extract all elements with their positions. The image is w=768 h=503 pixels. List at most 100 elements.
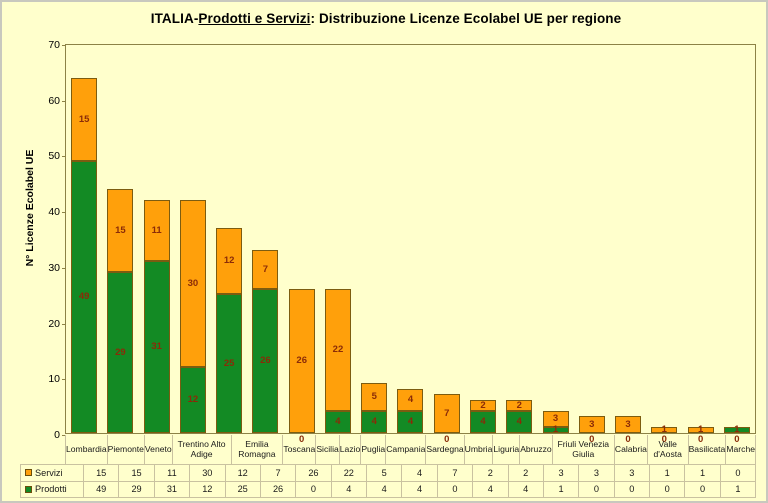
- bar-segment-servizi[interactable]: 15: [71, 78, 98, 162]
- bar-value-label: 3: [552, 413, 559, 425]
- bar-segment-servizi[interactable]: 15: [107, 189, 134, 273]
- table-cell: 29: [119, 481, 155, 497]
- bar-stack[interactable]: 26: [288, 288, 315, 433]
- bar-column[interactable]: 12 25: [211, 45, 247, 433]
- bar-column[interactable]: 11 31: [139, 45, 175, 433]
- bar-segment-servizi[interactable]: 5: [361, 383, 388, 411]
- bar-column[interactable]: 7 26: [247, 45, 283, 433]
- bar-stack[interactable]: 11 31: [143, 200, 170, 433]
- y-axis-tick-mark: [62, 100, 66, 102]
- bar-stack[interactable]: 7: [433, 394, 460, 433]
- bar-stack[interactable]: 1: [687, 425, 714, 434]
- y-axis-tick-label: 50: [48, 150, 60, 163]
- bar-segment-prodotti[interactable]: 1: [723, 425, 750, 434]
- bar-segment-servizi[interactable]: 7: [252, 250, 279, 289]
- bar-segment-prodotti[interactable]: 4: [361, 410, 388, 433]
- bar-segment-servizi[interactable]: 3: [578, 416, 605, 433]
- bar-column[interactable]: 30 12: [175, 45, 211, 433]
- bar-segment-servizi[interactable]: 11: [143, 200, 170, 262]
- chart-title-emphasis: Prodotti e Servizi: [198, 11, 311, 26]
- table-cell: 0: [438, 481, 474, 497]
- bar-segment-servizi[interactable]: 30: [179, 200, 206, 367]
- bar-column[interactable]: 26 0: [284, 45, 320, 444]
- x-axis-category-label: Abruzzo: [520, 435, 553, 464]
- table-cell: 3: [615, 465, 650, 481]
- bar-segment-prodotti[interactable]: 4: [324, 410, 351, 433]
- bar-segment-servizi[interactable]: 26: [288, 288, 315, 433]
- bar-value-label: 31: [151, 341, 162, 353]
- x-axis-category-text: Umbria: [464, 443, 493, 454]
- bar-segment-servizi[interactable]: 1: [687, 425, 714, 434]
- bar-stack[interactable]: 15 29: [107, 189, 134, 433]
- bar-segment-prodotti[interactable]: 4: [470, 410, 497, 433]
- x-axis-category-text: Marche: [726, 443, 755, 454]
- bar-segment-prodotti[interactable]: 49: [71, 161, 98, 433]
- x-axis-category-text: Sicilia: [316, 443, 339, 454]
- bar-stack[interactable]: 1: [723, 425, 750, 434]
- bar-segment-prodotti[interactable]: 29: [107, 272, 134, 433]
- bar-column[interactable]: 15 29: [102, 45, 138, 433]
- bar-segment-servizi[interactable]: 12: [216, 227, 243, 295]
- bar-segment-prodotti[interactable]: 1: [542, 425, 569, 434]
- bar-segment-servizi[interactable]: 4: [397, 388, 424, 411]
- y-axis-tick-label: 0: [54, 429, 60, 441]
- bar-segment-servizi[interactable]: 1: [651, 425, 678, 434]
- bar-segment-servizi[interactable]: 7: [433, 394, 460, 433]
- x-axis-category-label: Emilia Romagna: [232, 435, 284, 464]
- bar-stack[interactable]: 30 12: [179, 200, 206, 433]
- bar-segment-prodotti[interactable]: 25: [216, 294, 243, 433]
- bar-stack[interactable]: 3: [615, 416, 642, 433]
- table-cell: 0: [735, 467, 741, 478]
- bar-segment-servizi[interactable]: 22: [324, 288, 351, 411]
- bar-stack[interactable]: 22 4: [324, 288, 351, 433]
- y-axis-title: N° Licenze Ecolabel UE: [24, 149, 36, 267]
- bar-segment-prodotti[interactable]: 4: [397, 410, 424, 433]
- table-cell: 1: [735, 484, 741, 495]
- y-axis-tick-mark: [62, 45, 66, 46]
- bar-segment-servizi[interactable]: 3: [615, 416, 642, 433]
- y-axis-tick-mark: [62, 435, 66, 436]
- table-cell: 4: [367, 481, 403, 497]
- legend-entry[interactable]: Servizi: [21, 465, 84, 481]
- bar-stack[interactable]: 3: [578, 416, 605, 433]
- bar-stack[interactable]: 12 25: [216, 227, 243, 433]
- x-axis-category-text: Piemonte: [107, 443, 144, 454]
- bar-segment-prodotti[interactable]: 31: [143, 261, 170, 433]
- bar-value-label: 15: [78, 114, 90, 126]
- bar-column[interactable]: 22 4: [320, 45, 356, 433]
- table-cell: 7: [261, 465, 297, 481]
- bar-value-label: 7: [444, 407, 450, 419]
- bar-column[interactable]: 15 49: [66, 45, 102, 433]
- bar-value-label: 11: [151, 224, 162, 236]
- bar-stack[interactable]: 1: [651, 425, 678, 434]
- x-axis-category-text: Abruzzo: [520, 443, 552, 454]
- y-axis-tick-label: 60: [48, 94, 60, 107]
- bar-segment-prodotti[interactable]: 4: [506, 410, 533, 433]
- bar-stack[interactable]: 15 49: [71, 78, 98, 433]
- legend-entry[interactable]: Prodotti: [21, 481, 84, 497]
- bar-segment-servizi[interactable]: 2: [470, 399, 497, 411]
- bar-segment-prodotti[interactable]: 12: [179, 366, 206, 433]
- bar-segment-prodotti[interactable]: 26: [252, 288, 279, 433]
- data-table: Servizi 15 15 11 30 12 7 26 22 5 4 7 2 2 3 3 3 1 1 0 Prodott…: [20, 464, 756, 498]
- bar-zero-value-label: 0: [734, 433, 740, 445]
- bar-stack[interactable]: 7 26: [252, 250, 279, 433]
- bar-segment-servizi[interactable]: 3: [542, 410, 569, 428]
- bar-segment-servizi[interactable]: 2: [506, 399, 533, 411]
